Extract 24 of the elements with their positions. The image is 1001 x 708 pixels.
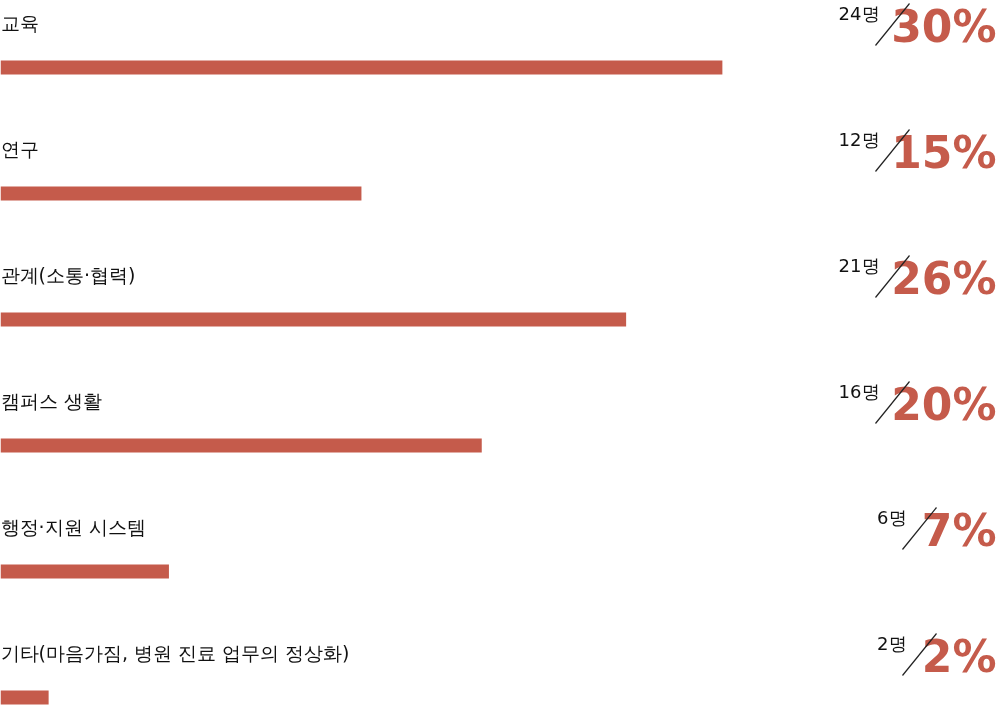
data-label: 15% xyxy=(891,126,997,178)
data-label: 26% xyxy=(891,252,997,304)
annotation: 2명 xyxy=(877,632,907,654)
annotation: 16명 xyxy=(838,380,880,402)
bar xyxy=(0,60,723,75)
data-label: 20% xyxy=(891,378,997,430)
data-label: 30% xyxy=(891,0,997,52)
data-label: 2% xyxy=(921,630,997,682)
bar xyxy=(0,186,362,201)
bar xyxy=(0,438,482,453)
bar xyxy=(0,312,627,327)
bar xyxy=(0,690,49,705)
y-tick-label: 기타(마음가짐, 병원 진료 업무의 정상화) xyxy=(0,641,350,664)
annotation: 21명 xyxy=(838,254,880,276)
data-label: 7% xyxy=(921,504,997,556)
annotation: 24명 xyxy=(838,2,880,24)
y-tick-label: 관계(소통·협력) xyxy=(0,263,136,286)
annotation: 12명 xyxy=(838,128,880,150)
y-tick-label: 캠퍼스 생활 xyxy=(0,389,102,412)
bar xyxy=(0,564,169,579)
y-tick-label: 교육 xyxy=(0,11,39,34)
y-tick-label: 연구 xyxy=(0,137,39,160)
annotation: 6명 xyxy=(877,506,907,528)
y-tick-label: 행정·지원 시스템 xyxy=(0,515,146,538)
